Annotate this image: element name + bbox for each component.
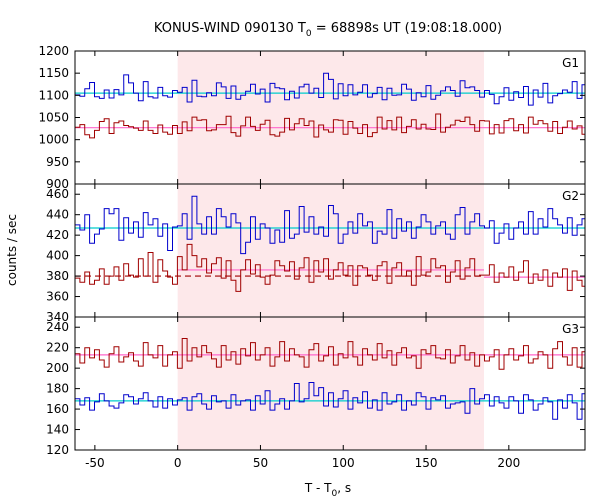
y-tick-label: 1000 xyxy=(38,133,69,147)
highlight-interval xyxy=(177,51,484,450)
panel-label: G3 xyxy=(562,322,579,336)
x-axis-label: T - T0, s xyxy=(304,481,351,499)
series-line-2 xyxy=(75,113,585,139)
y-tick-label: 120 xyxy=(46,443,69,457)
panel-label: G1 xyxy=(562,56,579,70)
y-tick-label: 240 xyxy=(46,320,69,334)
y-tick-label: 440 xyxy=(46,208,69,222)
y-tick-label: 420 xyxy=(46,228,69,242)
y-tick-label: 200 xyxy=(46,361,69,375)
panel-label: G2 xyxy=(562,189,579,203)
panel-frame xyxy=(74,316,586,451)
panel-g2: 340 360 380 400 420 440 460 G2 xyxy=(46,183,586,324)
y-tick-label: 160 xyxy=(46,402,69,416)
y-tick-label: 360 xyxy=(46,290,69,304)
y-tick-label: 1050 xyxy=(38,111,69,125)
x-tick-label: 50 xyxy=(253,456,268,470)
series-line-1 xyxy=(75,195,585,255)
x-tick-label: 0 xyxy=(174,456,182,470)
panel-g3: 120 140 160 180 200 220 240 G3 xyxy=(46,316,586,457)
x-tick-label: 100 xyxy=(332,456,355,470)
x-tick-label: 200 xyxy=(497,456,520,470)
series-line-1 xyxy=(75,338,585,370)
x-tick-label: -50 xyxy=(85,456,105,470)
y-axis-label: counts / sec xyxy=(5,214,19,286)
y-tick-label: 1200 xyxy=(38,44,69,58)
y-tick-label: 220 xyxy=(46,341,69,355)
y-tick-label: 380 xyxy=(46,269,69,283)
chart-title: KONUS-WIND 090130 T0 = 68898s UT (19:08:… xyxy=(154,21,502,39)
y-tick-label: 1150 xyxy=(38,66,69,80)
y-tick-label: 900 xyxy=(46,177,69,191)
x-tick-label: 150 xyxy=(415,456,438,470)
y-tick-label: 460 xyxy=(46,187,69,201)
series-line-2 xyxy=(75,243,585,292)
series-line-1 xyxy=(75,72,585,106)
series-line-2 xyxy=(75,382,585,420)
y-tick-label: 180 xyxy=(46,382,69,396)
y-tick-label: 950 xyxy=(46,155,69,169)
y-tick-label: 340 xyxy=(46,310,69,324)
y-tick-label: 400 xyxy=(46,249,69,263)
y-tick-label: 140 xyxy=(46,423,69,437)
y-tick-label: 1100 xyxy=(38,88,69,102)
